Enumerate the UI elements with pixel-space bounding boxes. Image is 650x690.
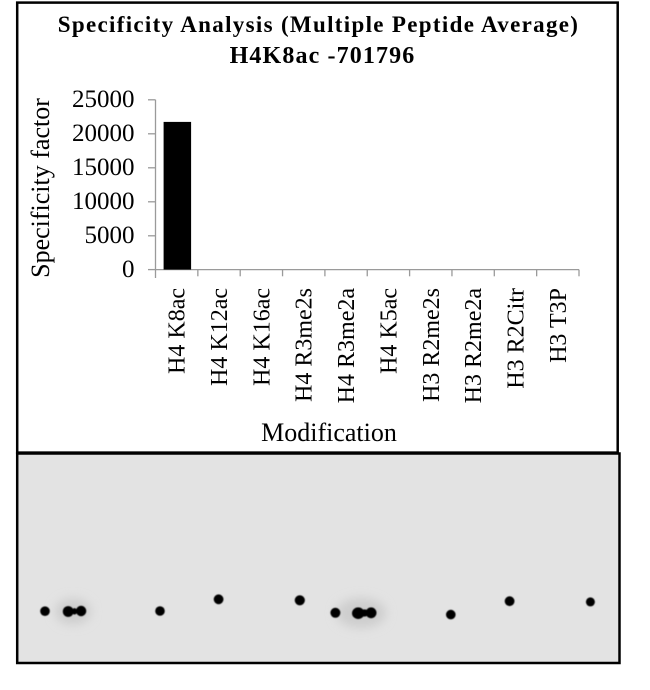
svg-text:H3 R2me2a: H3 R2me2a — [461, 288, 487, 404]
svg-text:H4 K8ac: H4 K8ac — [165, 288, 191, 374]
svg-text:H3 R2me2s: H3 R2me2s — [419, 288, 445, 402]
svg-text:5000: 5000 — [85, 222, 135, 249]
svg-text:H4 R3me2a: H4 R3me2a — [334, 288, 360, 404]
svg-text:H3 T3P: H3 T3P — [546, 288, 572, 363]
svg-text:20000: 20000 — [72, 120, 135, 147]
svg-text:H4 K16ac: H4 K16ac — [249, 288, 275, 386]
svg-text:15000: 15000 — [72, 154, 135, 181]
svg-text:25000: 25000 — [72, 86, 135, 113]
svg-text:H4 K5ac: H4 K5ac — [376, 288, 402, 374]
svg-text:0: 0 — [122, 256, 135, 283]
svg-text:Specificity Analysis (Multiple: Specificity Analysis (Multiple Peptide A… — [58, 12, 580, 37]
svg-text:H3 R2Citr: H3 R2Citr — [504, 288, 530, 389]
svg-text:10000: 10000 — [72, 188, 135, 215]
svg-text:H4K8ac -701796: H4K8ac -701796 — [230, 43, 416, 69]
svg-text:Specificity factor: Specificity factor — [26, 98, 55, 278]
svg-text:H4 R3me2s: H4 R3me2s — [292, 288, 318, 402]
svg-text:H4 K12ac: H4 K12ac — [207, 288, 233, 386]
svg-text:Modification: Modification — [261, 418, 397, 447]
